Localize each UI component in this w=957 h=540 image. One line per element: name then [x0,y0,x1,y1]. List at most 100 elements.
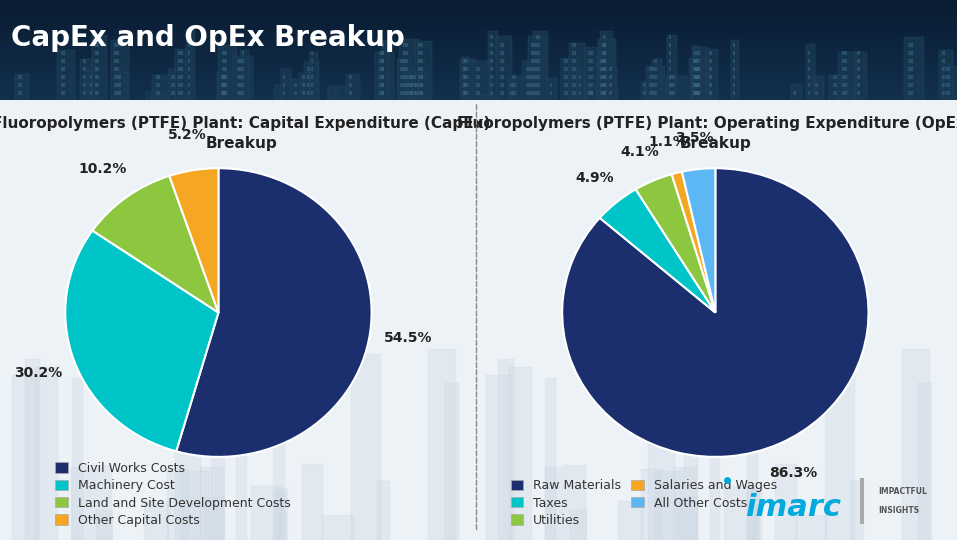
Bar [12,375,37,540]
Bar [0,90,957,92]
Bar [732,91,735,95]
Bar [90,83,92,87]
Bar [241,83,244,87]
Bar [499,359,514,540]
Bar [221,91,226,95]
Bar [291,79,304,100]
Bar [301,464,323,540]
Bar [488,31,498,100]
Bar [25,359,40,540]
Bar [674,467,698,540]
Bar [82,75,86,79]
Bar [95,67,99,71]
Bar [0,12,957,14]
Bar [643,83,646,87]
Bar [812,76,824,100]
Legend: Raw Materials, Taxes, Utilities, Salaries and Wages, All Other Costs: Raw Materials, Taxes, Utilities, Salarie… [508,477,779,529]
Bar [486,375,511,540]
Bar [415,41,432,100]
Bar [418,51,423,55]
Bar [349,91,352,95]
Bar [531,59,536,63]
Bar [600,83,603,87]
Bar [274,85,282,100]
Bar [464,59,466,63]
Bar [178,51,183,55]
Wedge shape [672,172,716,313]
Bar [95,35,99,39]
Bar [90,91,92,95]
Bar [579,83,581,87]
Bar [589,59,593,63]
Bar [383,83,385,87]
Bar [946,75,950,79]
Wedge shape [169,168,218,313]
Bar [221,75,226,79]
Bar [82,83,86,87]
Bar [18,83,21,87]
Bar [708,91,712,95]
Bar [383,91,385,95]
Bar [696,83,701,87]
Bar [694,75,697,79]
Bar [0,68,957,70]
Bar [90,75,92,79]
Bar [509,82,517,100]
Wedge shape [682,168,716,313]
Bar [751,488,762,540]
Bar [696,59,700,63]
Bar [0,52,957,54]
Bar [568,43,586,100]
Bar [842,67,847,71]
Bar [545,378,556,540]
Bar [410,75,412,79]
Bar [71,467,89,540]
Text: 3.5%: 3.5% [676,131,714,145]
Bar [857,75,860,79]
Bar [328,86,347,100]
Bar [589,83,593,87]
Bar [857,51,860,55]
Bar [501,59,504,63]
Bar [696,67,700,71]
Bar [501,51,504,55]
Bar [572,59,576,63]
Bar [536,75,540,79]
Bar [0,6,957,8]
Bar [610,67,612,71]
Bar [171,75,175,79]
Bar [509,367,532,540]
Bar [908,59,913,63]
Bar [418,75,423,79]
Bar [696,75,700,79]
Bar [415,83,418,87]
Bar [156,91,160,95]
Bar [604,90,618,100]
Bar [501,83,504,87]
Bar [746,357,758,540]
Bar [283,91,285,95]
Bar [0,0,957,2]
Bar [399,39,419,100]
Bar [60,67,65,71]
Bar [536,83,540,87]
Bar [696,91,701,95]
Bar [0,74,957,76]
Bar [908,83,913,87]
Bar [400,83,404,87]
Text: 4.1%: 4.1% [620,145,658,159]
Bar [379,59,384,63]
Bar [239,50,249,100]
Bar [408,91,412,95]
Bar [732,75,735,79]
Bar [152,75,169,100]
Text: Fluoropolymers (PTFE) Plant: Capital Expenditure (CapEx)
Breakup: Fluoropolymers (PTFE) Plant: Capital Exp… [0,116,491,151]
Bar [732,43,735,47]
Bar [311,91,313,95]
Wedge shape [65,231,218,451]
Bar [278,488,288,540]
Bar [405,70,420,100]
Bar [531,83,536,87]
Bar [585,48,603,100]
Bar [654,67,657,71]
